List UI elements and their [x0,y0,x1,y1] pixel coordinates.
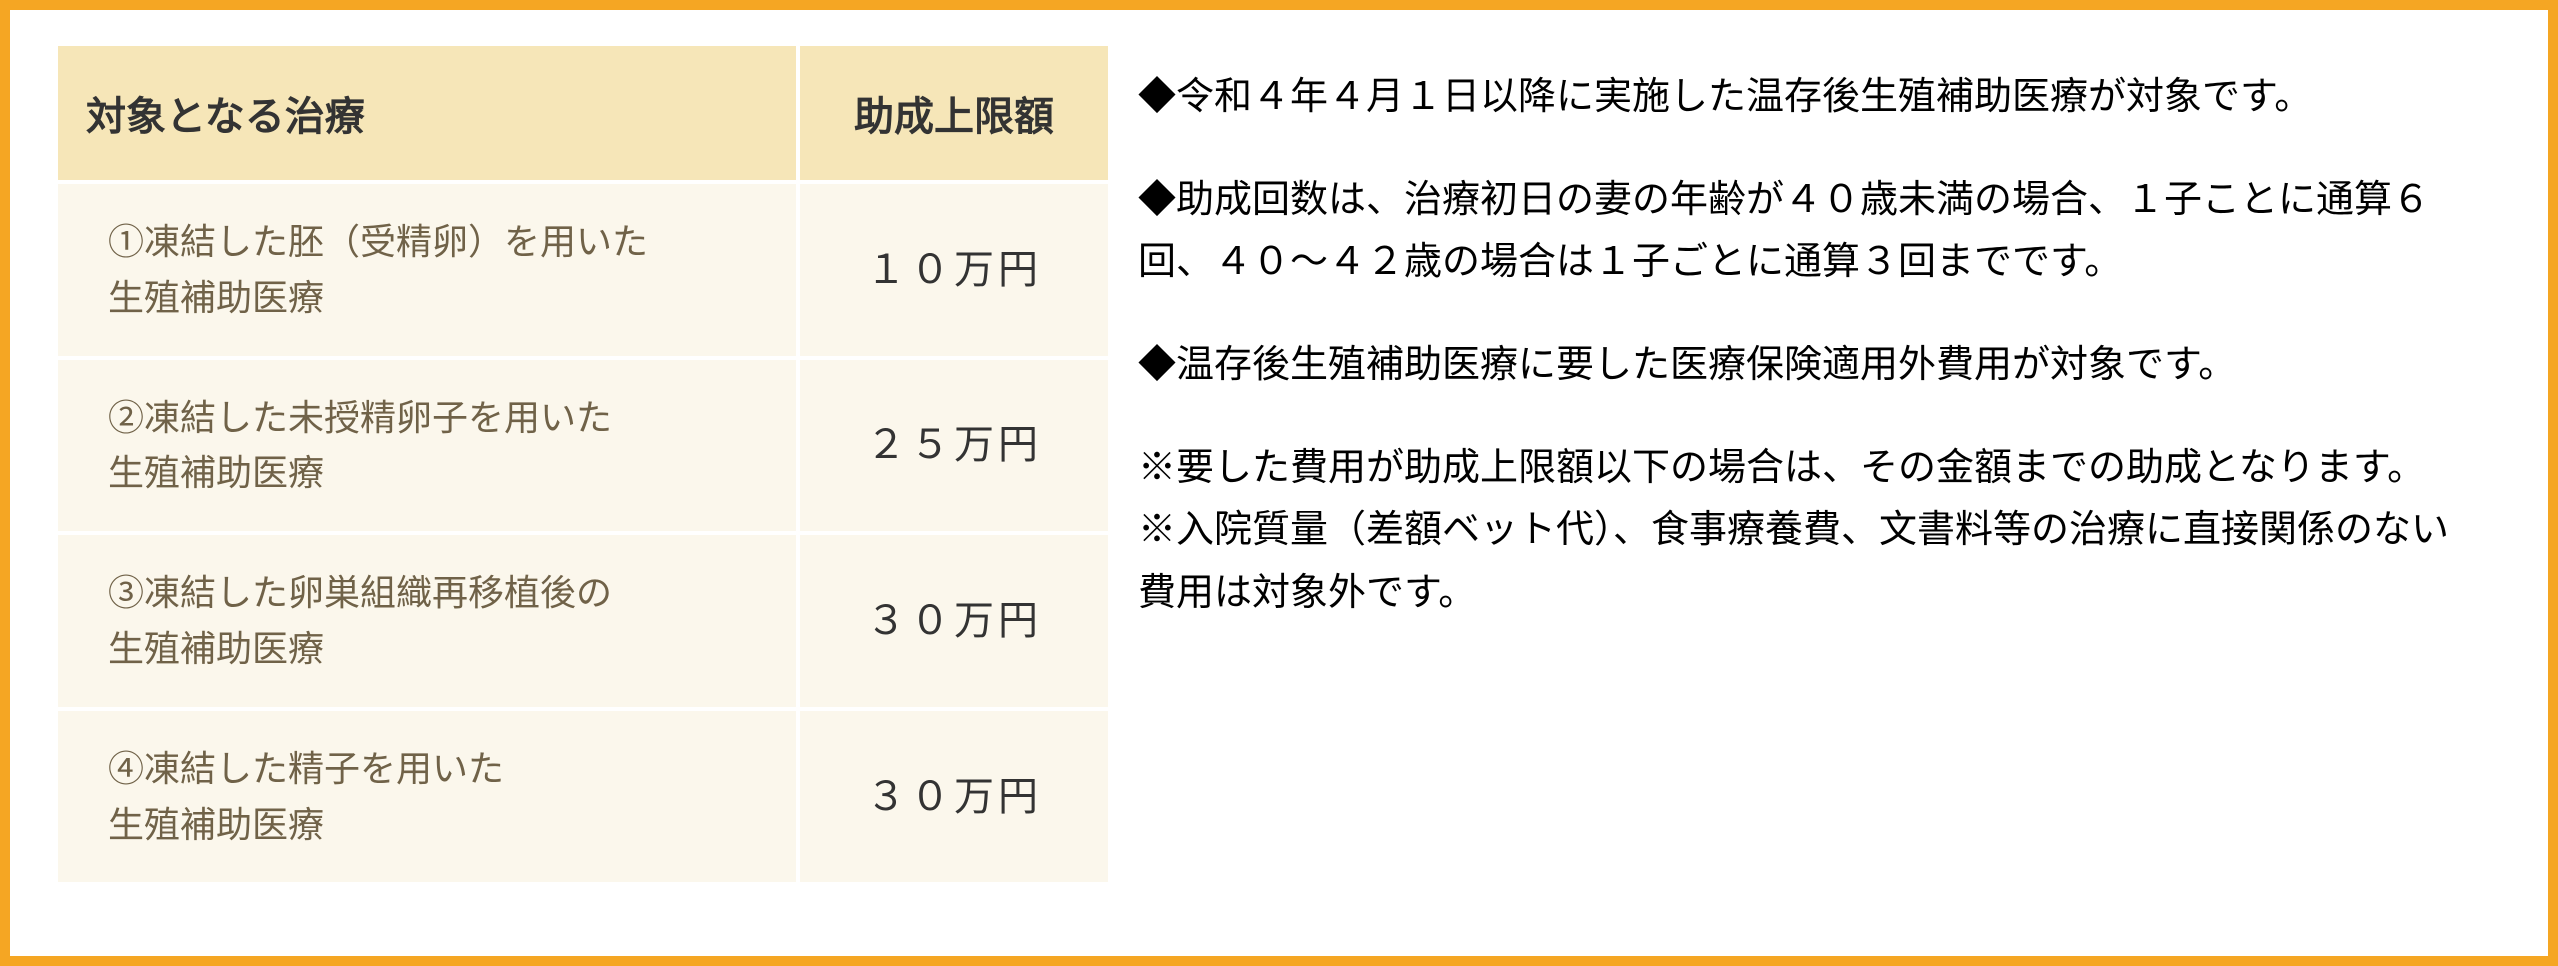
col-header-amount: 助成上限額 [798,46,1108,182]
table-row: ④凍結した精子を用いた生殖補助医療 ３０万円 [58,709,1108,885]
table-row: ②凍結した未授精卵子を用いた生殖補助医療 ２５万円 [58,358,1108,534]
treatment-cell: ②凍結した未授精卵子を用いた生殖補助医療 [58,358,798,534]
treatment-cell: ④凍結した精子を用いた生殖補助医療 [58,709,798,885]
table-body: ①凍結した胚（受精卵）を用いた生殖補助医療 １０万円 ②凍結した未授精卵子を用い… [58,182,1108,884]
amount-cell: ２５万円 [798,358,1108,534]
notes-container: ◆令和４年４月１日以降に実施した温存後生殖補助医療が対象です。 ◆助成回数は、治… [1138,46,2500,920]
note-bullet: ◆令和４年４月１日以降に実施した温存後生殖補助医療が対象です。 [1138,66,2480,129]
treatment-cell: ③凍結した卵巣組織再移植後の生殖補助医療 [58,533,798,709]
table-header-row: 対象となる治療 助成上限額 [58,46,1108,182]
note-footnote: ※入院質量（差額ベット代）、食事療養費、文書料等の治療に直接関係のない費用は対象… [1138,499,2480,624]
note-footnote: ※要した費用が助成上限額以下の場合は、その金額までの助成となります。 [1138,437,2480,500]
note-bullet: ◆温存後生殖補助医療に要した医療保険適用外費用が対象です。 [1138,334,2480,397]
col-header-treatment: 対象となる治療 [58,46,798,182]
amount-cell: １０万円 [798,182,1108,358]
document-frame: 対象となる治療 助成上限額 ①凍結した胚（受精卵）を用いた生殖補助医療 １０万円… [0,0,2558,966]
amount-cell: ３０万円 [798,533,1108,709]
table-row: ①凍結した胚（受精卵）を用いた生殖補助医療 １０万円 [58,182,1108,358]
treatment-subsidy-table: 対象となる治療 助成上限額 ①凍結した胚（受精卵）を用いた生殖補助医療 １０万円… [58,46,1108,886]
amount-cell: ３０万円 [798,709,1108,885]
table-row: ③凍結した卵巣組織再移植後の生殖補助医療 ３０万円 [58,533,1108,709]
note-bullet: ◆助成回数は、治療初日の妻の年齢が４０歳未満の場合、１子ことに通算６回、４０～４… [1138,169,2480,294]
treatment-cell: ①凍結した胚（受精卵）を用いた生殖補助医療 [58,182,798,358]
treatment-table-container: 対象となる治療 助成上限額 ①凍結した胚（受精卵）を用いた生殖補助医療 １０万円… [58,46,1108,920]
